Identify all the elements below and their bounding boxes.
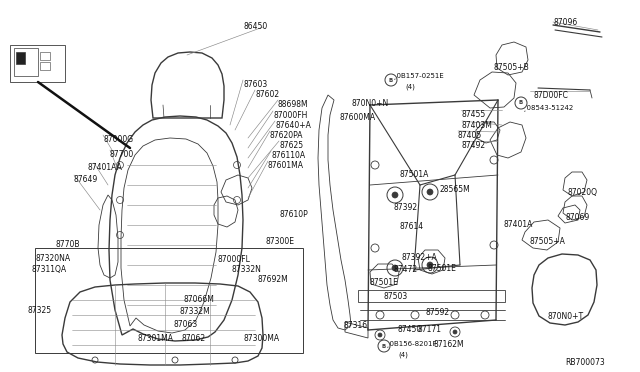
Text: 87392: 87392 [394, 203, 418, 212]
Text: 87472: 87472 [393, 265, 417, 274]
Text: 87392+A: 87392+A [401, 253, 436, 262]
Text: (4): (4) [405, 84, 415, 90]
Text: 87325: 87325 [28, 306, 52, 315]
Text: 87320NA: 87320NA [35, 254, 70, 263]
Text: ¸08543-51242: ¸08543-51242 [523, 104, 573, 111]
Circle shape [427, 262, 433, 268]
Circle shape [392, 265, 398, 271]
Text: B: B [519, 100, 523, 106]
Text: 87625: 87625 [279, 141, 303, 150]
Text: 87620PA: 87620PA [270, 131, 303, 140]
Circle shape [378, 333, 382, 337]
Text: 87602: 87602 [255, 90, 279, 99]
Text: ¸0B156-8201F: ¸0B156-8201F [386, 340, 436, 347]
Bar [16, 52, 25, 64]
Text: 870N0+N: 870N0+N [352, 99, 389, 108]
Text: 87492: 87492 [462, 141, 486, 150]
Text: 87501E: 87501E [370, 278, 399, 287]
Text: 870N0+T: 870N0+T [547, 312, 583, 321]
Text: 87505+B: 87505+B [493, 63, 529, 72]
Bar [40, 62, 50, 70]
Text: 87D00FC: 87D00FC [534, 91, 569, 100]
Text: 87501E: 87501E [428, 264, 457, 273]
Text: 87162M: 87162M [434, 340, 465, 349]
Circle shape [392, 192, 398, 198]
Text: 87592: 87592 [425, 308, 449, 317]
Text: 87171: 87171 [418, 325, 442, 334]
Text: 87311QA: 87311QA [32, 265, 67, 274]
Text: 87403M: 87403M [462, 121, 493, 130]
Text: 87614: 87614 [400, 222, 424, 231]
Text: 87405: 87405 [458, 131, 483, 140]
Text: 87332N: 87332N [232, 265, 262, 274]
Bar [40, 52, 50, 60]
Text: 876110A: 876110A [271, 151, 305, 160]
Text: 87332M: 87332M [180, 307, 211, 316]
Bar [14, 48, 38, 76]
Text: 87450: 87450 [398, 325, 422, 334]
Text: 87610P: 87610P [280, 210, 308, 219]
Text: 87649: 87649 [74, 175, 99, 184]
Text: 87062: 87062 [182, 334, 206, 343]
Text: 87401AA: 87401AA [88, 163, 123, 172]
Text: 87066M: 87066M [183, 295, 214, 304]
Text: 87692M: 87692M [258, 275, 289, 284]
Text: 87501A: 87501A [400, 170, 429, 179]
Text: 87000FL: 87000FL [218, 255, 251, 264]
Bar [10, 45, 65, 82]
Text: 88698M: 88698M [278, 100, 308, 109]
Text: 87000FH: 87000FH [273, 111, 307, 120]
Text: 87640+A: 87640+A [275, 121, 311, 130]
Text: 87401A: 87401A [503, 220, 532, 229]
Text: 28565M: 28565M [440, 185, 471, 194]
Text: 87063: 87063 [174, 320, 198, 329]
Text: (4): (4) [398, 352, 408, 359]
Text: 87300MA: 87300MA [243, 334, 279, 343]
Bar [35, 248, 303, 353]
Text: 87096: 87096 [553, 18, 577, 27]
Text: 87455: 87455 [461, 110, 485, 119]
Text: 87603: 87603 [243, 80, 268, 89]
Text: 87503: 87503 [384, 292, 408, 301]
Text: B: B [382, 343, 386, 349]
Text: B: B [389, 77, 393, 83]
Text: 87600MA: 87600MA [339, 113, 375, 122]
Text: 87316: 87316 [344, 321, 368, 330]
Text: 87300E: 87300E [265, 237, 294, 246]
Circle shape [453, 330, 457, 334]
Text: 87301MA: 87301MA [138, 334, 174, 343]
Text: ¸0B157-0251E: ¸0B157-0251E [393, 72, 444, 79]
Text: 87700: 87700 [110, 150, 134, 159]
Text: 86450: 86450 [243, 22, 268, 31]
Text: 87069: 87069 [566, 213, 590, 222]
Circle shape [427, 189, 433, 195]
Text: 87000G: 87000G [103, 135, 133, 144]
Text: RB700073: RB700073 [565, 358, 605, 367]
Text: 87601MA: 87601MA [268, 161, 304, 170]
Text: 87505+A: 87505+A [530, 237, 566, 246]
Text: 8770B: 8770B [55, 240, 79, 249]
Text: 87020Q: 87020Q [567, 188, 597, 197]
